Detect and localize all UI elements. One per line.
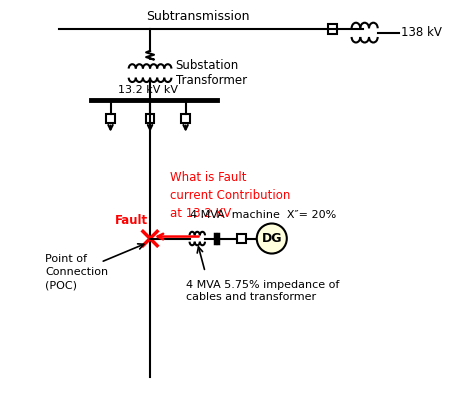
Circle shape [257, 224, 287, 254]
Bar [146, 114, 155, 123]
Text: Point of
Connection
(POC): Point of Connection (POC) [46, 254, 109, 290]
Bar [181, 114, 190, 123]
Bar [106, 114, 115, 123]
Text: 138 kV: 138 kV [401, 26, 442, 39]
Bar [328, 24, 337, 34]
Text: 13.2 kV kV: 13.2 kV kV [118, 86, 178, 96]
Text: What is Fault
current Contribution
at 13.2 KV: What is Fault current Contribution at 13… [170, 171, 290, 220]
Text: DG: DG [262, 232, 282, 245]
Text: 4 MVA  machine  X″= 20%: 4 MVA machine X″= 20% [190, 210, 336, 220]
Text: Substation
Transformer: Substation Transformer [176, 59, 247, 86]
Text: Fault: Fault [115, 215, 148, 227]
Bar [237, 234, 246, 243]
Text: 4 MVA 5.75% impedance of
cables and transformer: 4 MVA 5.75% impedance of cables and tran… [186, 280, 339, 302]
Text: Subtransmission: Subtransmission [146, 10, 249, 23]
